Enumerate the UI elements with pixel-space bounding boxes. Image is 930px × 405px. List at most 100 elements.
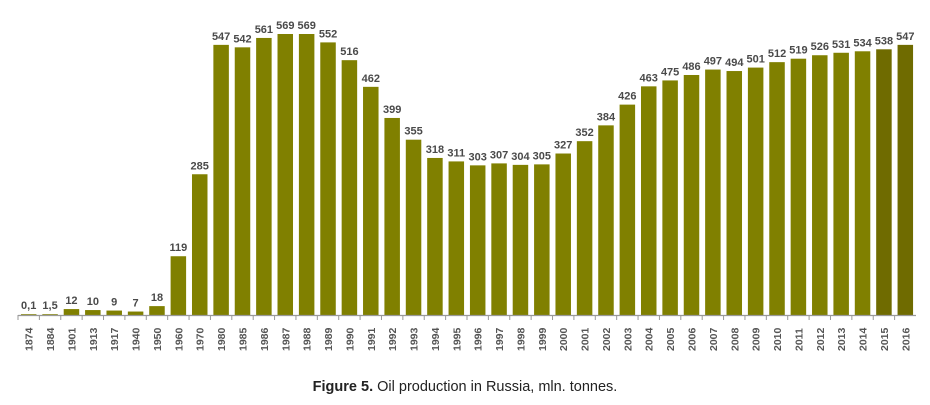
- bar-1995: [448, 161, 465, 315]
- bar-2009: [747, 67, 764, 315]
- data-label-1980: 547: [212, 31, 230, 43]
- data-label-1992: 399: [383, 104, 401, 116]
- x-tick-label-1990: 1990: [344, 327, 356, 351]
- bar-2006: [683, 74, 700, 315]
- x-tick-label-2011: 2011: [793, 328, 805, 351]
- data-label-2008: 494: [725, 57, 744, 69]
- bar-2007: [705, 69, 721, 315]
- bar-2013: [833, 52, 849, 315]
- data-label-1990: 516: [340, 46, 358, 58]
- data-label-1874: 0,1: [21, 300, 36, 312]
- x-tick-label-1901: 1901: [66, 327, 78, 351]
- x-tick-label-2004: 2004: [644, 327, 656, 351]
- data-label-2015: 538: [875, 35, 893, 47]
- bar-1989: [320, 42, 336, 315]
- bar-2003: [619, 104, 636, 315]
- data-label-1884: 1,5: [42, 300, 57, 312]
- bar-1999: [534, 164, 550, 315]
- bar-1987: [277, 34, 294, 315]
- bar-2008: [726, 71, 743, 315]
- x-tick-label-1991: 1991: [366, 327, 378, 351]
- x-tick-label-2010: 2010: [772, 327, 784, 351]
- x-tick-label-2012: 2012: [815, 327, 827, 351]
- bar-1874: [20, 314, 37, 315]
- data-label-1986: 561: [255, 24, 273, 36]
- data-label-2011: 519: [789, 45, 807, 57]
- bar-1993: [405, 139, 422, 315]
- data-label-1999: 305: [533, 150, 551, 162]
- bar-2012: [812, 55, 828, 315]
- data-label-2012: 526: [811, 41, 829, 53]
- data-label-2001: 352: [575, 127, 593, 139]
- bar-1917: [106, 310, 122, 315]
- x-tick-label-2008: 2008: [729, 327, 741, 351]
- bar-1913: [85, 310, 101, 315]
- x-tick-label-1950: 1950: [152, 327, 164, 351]
- bar-1960: [170, 256, 187, 315]
- bar-1996: [469, 165, 486, 315]
- bar-1994: [427, 157, 443, 315]
- x-tick-label-1996: 1996: [473, 327, 485, 351]
- caption-prefix: Figure 5.: [312, 379, 374, 395]
- bar-1998: [512, 164, 529, 315]
- data-label-2007: 497: [704, 56, 722, 68]
- x-tick-label-1917: 1917: [109, 327, 121, 351]
- x-tick-label-1985: 1985: [238, 327, 250, 351]
- x-tick-label-1998: 1998: [515, 327, 527, 351]
- bar-2001: [576, 141, 593, 315]
- data-label-1960: 119: [169, 242, 187, 254]
- x-tick-label-1980: 1980: [216, 327, 228, 351]
- data-label-1996: 303: [469, 151, 487, 163]
- data-label-1940: 7: [133, 298, 139, 310]
- x-tick-label-2006: 2006: [687, 327, 699, 351]
- data-label-1994: 318: [426, 144, 444, 156]
- bar-1950: [149, 306, 165, 315]
- x-tick-label-2015: 2015: [879, 327, 891, 351]
- data-label-1901: 12: [65, 295, 77, 307]
- data-label-2000: 327: [554, 140, 572, 152]
- bar-1986: [256, 37, 272, 315]
- data-label-1987: 569: [276, 20, 294, 32]
- x-tick-label-1997: 1997: [494, 327, 506, 351]
- bar-1884: [42, 314, 58, 315]
- bar-1992: [384, 117, 400, 315]
- bar-2005: [662, 80, 678, 316]
- bar-1991: [363, 86, 379, 315]
- bar-1970: [191, 174, 208, 315]
- data-label-1989: 552: [319, 28, 337, 40]
- x-tick-label-2016: 2016: [900, 327, 912, 351]
- bar-2000: [555, 153, 571, 315]
- x-tick-label-2005: 2005: [665, 327, 677, 351]
- bar-1990: [341, 60, 358, 316]
- x-tick-label-1994: 1994: [430, 327, 442, 351]
- figure-caption: Figure 5. Oil production in Russia, mln.…: [0, 379, 930, 395]
- bar-2014: [854, 51, 871, 316]
- bar-1901: [63, 309, 80, 315]
- x-axis-ticks: 1874 1884 1901 1913 1917 1940 1950 1960 1970 1980…: [17, 315, 912, 351]
- bar-1997: [491, 163, 507, 315]
- data-label-1950: 18: [151, 292, 163, 304]
- bar-1980: [213, 44, 229, 315]
- x-tick-label-1989: 1989: [323, 327, 335, 351]
- x-tick-label-1999: 1999: [537, 327, 549, 351]
- x-tick-label-2007: 2007: [708, 327, 720, 351]
- data-label-2010: 512: [768, 48, 786, 60]
- x-tick-label-1988: 1988: [302, 327, 314, 351]
- data-label-2003: 426: [618, 91, 636, 103]
- data-label-1985: 542: [233, 33, 251, 45]
- caption-text: Oil production in Russia, mln. tonnes.: [373, 379, 618, 395]
- bar-2015: [876, 49, 892, 315]
- data-label-2016: 547: [896, 31, 914, 43]
- x-tick-label-1884: 1884: [45, 327, 57, 351]
- data-label-1991: 462: [362, 73, 380, 85]
- data-label-1988: 569: [297, 20, 315, 32]
- bar-2004: [640, 86, 657, 315]
- x-tick-label-1993: 1993: [409, 327, 421, 351]
- x-tick-label-2000: 2000: [558, 327, 570, 351]
- data-label-2006: 486: [682, 61, 700, 73]
- x-tick-label-1970: 1970: [195, 327, 207, 351]
- x-tick-label-2002: 2002: [601, 327, 613, 351]
- x-tick-label-1940: 1940: [131, 327, 143, 351]
- x-tick-label-1995: 1995: [451, 327, 463, 351]
